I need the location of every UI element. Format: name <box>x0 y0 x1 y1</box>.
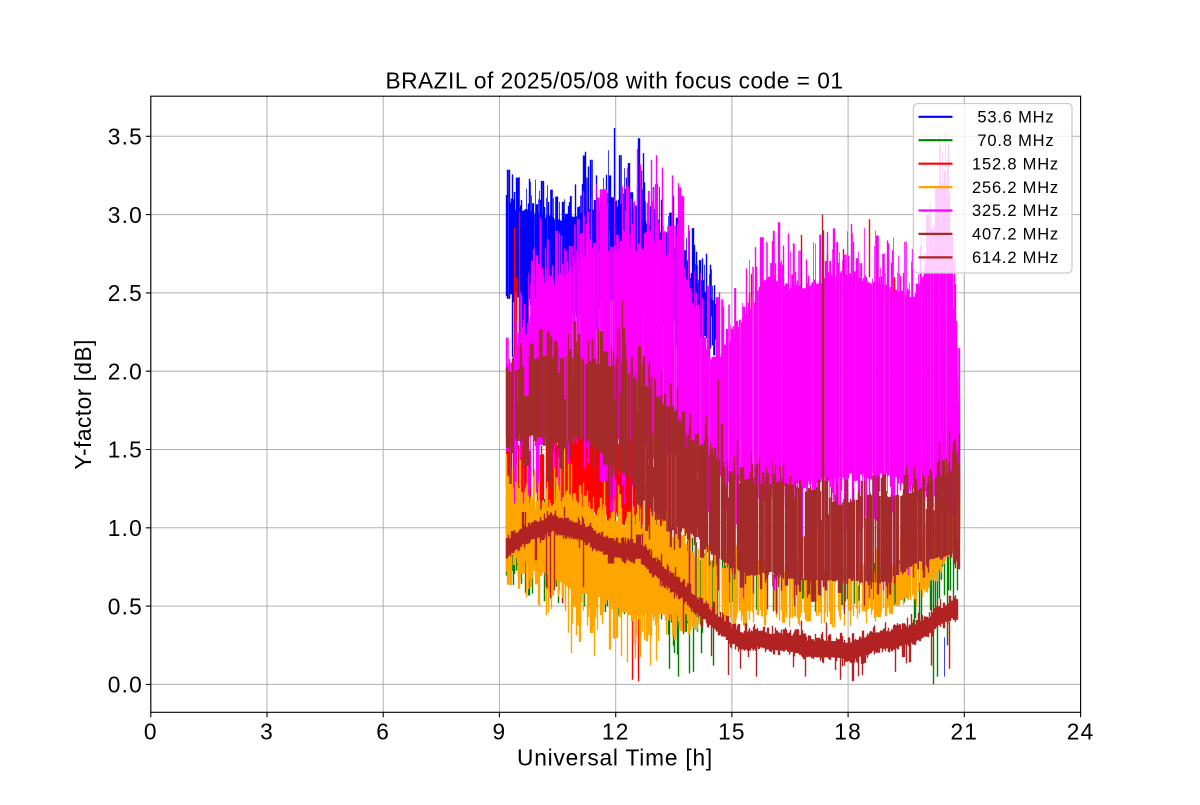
svg-text:1.5: 1.5 <box>108 437 143 463</box>
svg-text:407.2 MHz: 407.2 MHz <box>972 226 1059 244</box>
svg-text:12: 12 <box>602 719 630 745</box>
svg-text:24: 24 <box>1067 719 1095 745</box>
svg-text:3.0: 3.0 <box>108 202 143 228</box>
svg-text:0: 0 <box>144 719 158 745</box>
svg-text:614.2 MHz: 614.2 MHz <box>972 249 1059 267</box>
svg-text:BRAZIL of 2025/05/08 with focu: BRAZIL of 2025/05/08 with focus code = 0… <box>386 68 844 94</box>
svg-text:2.5: 2.5 <box>108 280 143 306</box>
svg-text:3: 3 <box>260 719 274 745</box>
svg-text:256.2 MHz: 256.2 MHz <box>972 179 1059 197</box>
svg-text:0.0: 0.0 <box>108 672 143 698</box>
svg-text:Y-factor [dB]: Y-factor [dB] <box>70 339 96 470</box>
svg-text:9: 9 <box>492 719 506 745</box>
svg-text:70.8 MHz: 70.8 MHz <box>972 132 1054 150</box>
svg-text:0.5: 0.5 <box>108 593 143 619</box>
svg-text:18: 18 <box>834 719 862 745</box>
svg-text:15: 15 <box>718 719 746 745</box>
svg-text:325.2 MHz: 325.2 MHz <box>972 202 1059 220</box>
svg-text:2.0: 2.0 <box>108 358 143 384</box>
svg-text:1.0: 1.0 <box>108 515 143 541</box>
svg-text:Universal Time [h]: Universal Time [h] <box>517 745 713 771</box>
svg-text:6: 6 <box>376 719 390 745</box>
svg-text:3.5: 3.5 <box>108 124 143 150</box>
svg-text:21: 21 <box>950 719 978 745</box>
svg-text:53.6 MHz: 53.6 MHz <box>972 109 1054 127</box>
svg-text:152.8 MHz: 152.8 MHz <box>972 155 1059 173</box>
